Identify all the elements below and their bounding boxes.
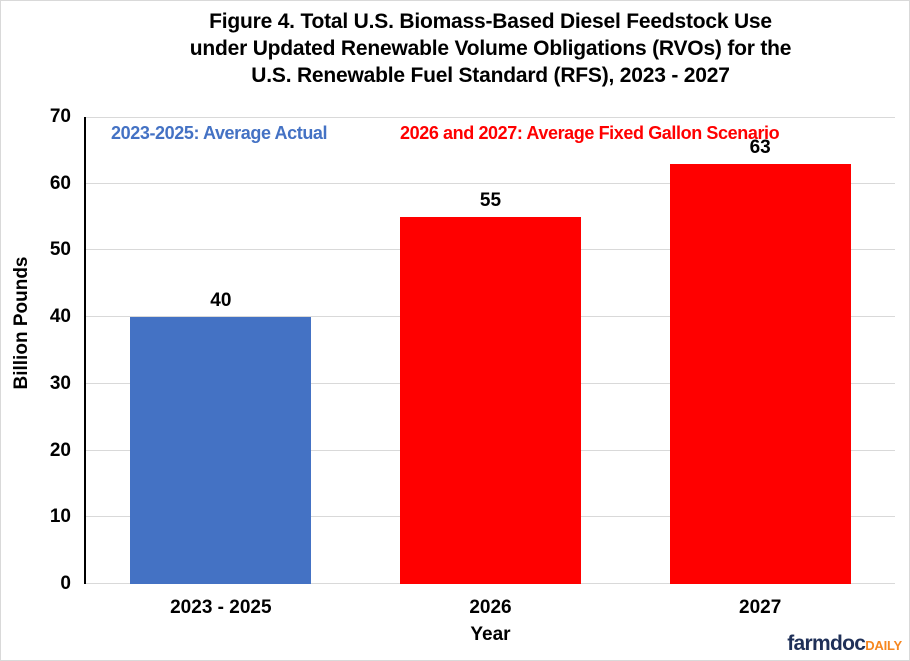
y-tick-label-0: 0 [60, 573, 71, 594]
annotation-fixed-gallon-scenario: 2026 and 2027: Average Fixed Gallon Scen… [400, 123, 780, 143]
chart-title: Figure 4. Total U.S. Biomass-Based Diese… [189, 10, 792, 87]
gridline-70 [86, 117, 895, 118]
y-axis-tick-labels: 0 10 20 30 40 50 60 70 [1, 107, 71, 594]
plot-area: 40 55 63 [84, 117, 895, 584]
x-tick-label-2027: 2027 [739, 597, 782, 618]
y-tick-label-40: 40 [49, 306, 71, 328]
farmdoc-daily-logo: farmdoc DAILY [787, 632, 902, 656]
y-tick-label-20: 20 [49, 439, 71, 461]
logo-farmdoc-text: farmdoc [787, 632, 866, 655]
y-tick-label-30: 30 [49, 372, 71, 394]
bar-value-label-2023-2025: 40 [210, 290, 232, 312]
bar-2027 [669, 163, 851, 584]
gridline-60 [86, 182, 895, 184]
bar-value-label-2027: 63 [749, 136, 771, 158]
bar-2023-2025 [130, 317, 312, 584]
x-tick-label-2023-2025: 2023 - 2025 [170, 597, 272, 618]
y-tick-label-50: 50 [49, 239, 71, 261]
x-axis-title: Year [470, 624, 511, 645]
annotation-average-actual: 2023-2025: Average Actual [111, 123, 328, 143]
logo-daily-text: DAILY [865, 638, 902, 653]
y-tick-label-70: 70 [49, 106, 71, 127]
x-axis-tick-labels: 2023 - 2025 2026 2027 [86, 597, 895, 619]
bar-2026 [400, 217, 581, 584]
y-axis-line [84, 117, 86, 584]
bar-value-label-2026: 55 [479, 190, 502, 212]
y-tick-label-10: 10 [49, 506, 71, 528]
y-tick-label-60: 60 [49, 172, 71, 194]
x-tick-label-2026: 2026 [469, 597, 512, 618]
